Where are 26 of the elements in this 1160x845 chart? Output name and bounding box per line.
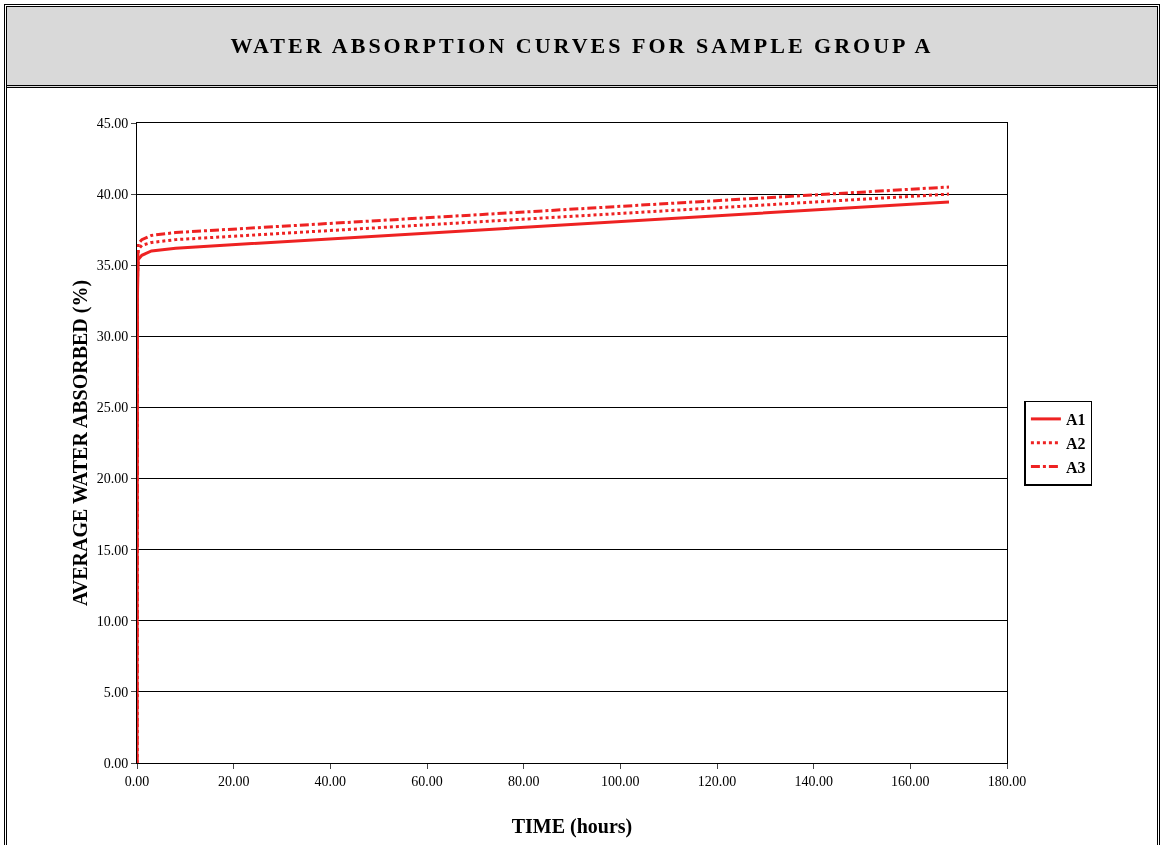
y-tick-label: 25.00 [96,400,129,416]
x-tick-label: 160.00 [891,773,930,789]
y-tick-label: 5.00 [103,684,129,700]
y-tick-label: 0.00 [103,755,129,771]
x-tick-label: 20.00 [217,773,250,789]
x-tick-label: 140.00 [794,773,833,789]
chart-title: WATER ABSORPTION CURVES FOR SAMPLE GROUP A [7,7,1157,88]
x-tick-label: 100.00 [601,773,640,789]
y-tick-label: 20.00 [96,471,129,487]
y-tick-label: 40.00 [96,187,129,203]
y-tick-label: 35.00 [96,258,129,274]
x-axis-title: TIME (hours) [511,815,633,838]
y-tick-label: 15.00 [96,542,129,558]
y-tick-label: 10.00 [96,613,129,629]
legend-label: A2 [1065,434,1086,452]
y-tick-label: 45.00 [96,115,129,131]
y-tick-label: 30.00 [96,329,129,345]
x-tick-label: 120.00 [697,773,737,789]
x-tick-label: 40.00 [314,773,347,789]
x-tick-label: 80.00 [507,773,540,789]
legend-label: A1 [1065,411,1086,429]
x-tick-label: 180.00 [987,773,1027,789]
y-axis-title: AVERAGE WATER ABSORBED (%) [69,279,92,607]
legend-label: A3 [1065,458,1086,476]
x-tick-label: 0.00 [124,773,150,789]
x-tick-label: 60.00 [411,773,443,789]
